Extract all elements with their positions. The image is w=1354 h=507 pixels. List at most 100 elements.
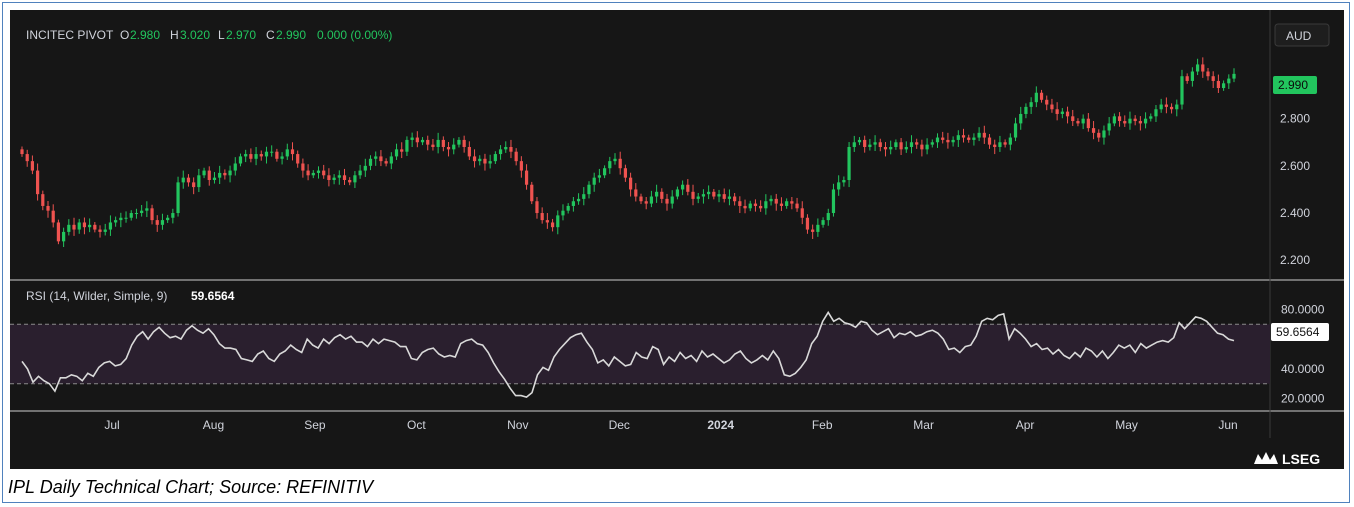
candle [384,158,388,167]
candle-body [228,170,232,176]
candle-body [35,170,40,195]
candle [103,223,107,236]
candle [301,158,305,178]
candle [134,208,139,219]
candle [420,137,425,146]
candle-body [779,203,784,206]
candle [176,176,180,217]
candle-body [618,158,622,169]
candle [613,153,617,165]
candle-body [1045,99,1049,105]
candle-body [394,149,399,157]
candle-body [1060,111,1064,114]
candle [987,134,992,149]
candle [426,135,430,151]
candle-body [899,142,903,150]
candle-body [571,201,575,206]
candle-body [831,189,836,214]
candle-body [759,205,763,209]
candle-body [795,203,799,209]
candle [1050,98,1054,113]
low-value: 2.970 [226,28,256,42]
candle-body [1112,116,1116,124]
candle [1003,139,1007,148]
time-tick-label: Aug [203,418,224,432]
rsi-header-value: 59.6564 [191,289,235,303]
candle [56,219,61,245]
candle-body [1055,109,1059,114]
candle-body [837,182,841,190]
candle [628,172,633,197]
candle [1071,109,1075,126]
candle [311,170,315,179]
candle-body [233,163,237,171]
candle [811,224,815,239]
candle-body [51,210,55,223]
candle-body [290,149,295,155]
candle-body [863,139,867,147]
candle-body [129,213,133,218]
candle-body [993,144,997,147]
candle [545,213,549,229]
candle [202,167,206,179]
candle-body [493,154,497,162]
candle [285,143,289,160]
candle-body [181,177,185,183]
candle [1117,112,1122,127]
candle [1169,103,1174,114]
candle [1045,95,1049,111]
candle [972,133,976,146]
candle-body [951,139,955,143]
candle-body [649,196,654,204]
candle [686,179,690,196]
candle [790,196,794,210]
candle-body [1211,76,1215,81]
candle-body [566,205,570,211]
candle [961,128,966,143]
candle [296,150,300,168]
candle-body [519,161,523,171]
candle [1143,112,1148,129]
candle-body [707,191,711,195]
candle-body [1029,102,1033,107]
candle-body [987,137,992,145]
candle [1211,71,1215,89]
candle-body [296,154,300,164]
candle-body [535,201,539,214]
candle [1029,97,1033,114]
candle-body [1149,116,1153,119]
candle [452,138,456,155]
candle [530,181,534,205]
candle [259,150,263,161]
candle-body [337,175,341,178]
candle-body [1180,76,1184,105]
candle-body [889,146,893,150]
candle [462,135,466,153]
candle-body [722,194,726,199]
candle [108,215,113,236]
candle-body [322,170,326,176]
candle-body [441,139,445,147]
candle [405,136,409,156]
candle [722,188,726,203]
candle-body [608,161,612,169]
candle [1097,129,1101,142]
candle-body [238,156,243,164]
candle [681,180,685,196]
candle [597,168,601,183]
candle-body [56,222,61,242]
candle-body [353,175,357,183]
currency-button[interactable] [1274,23,1330,47]
candle [1065,106,1070,124]
candle [925,138,929,155]
time-tick-label: Feb [812,418,833,432]
candle [238,153,243,167]
candles-group [20,57,1236,247]
candle [1039,89,1044,103]
candle [72,217,76,236]
candle [831,183,836,217]
candle [571,196,575,212]
candle [342,168,347,185]
candle [826,208,830,226]
candle [1195,58,1200,76]
